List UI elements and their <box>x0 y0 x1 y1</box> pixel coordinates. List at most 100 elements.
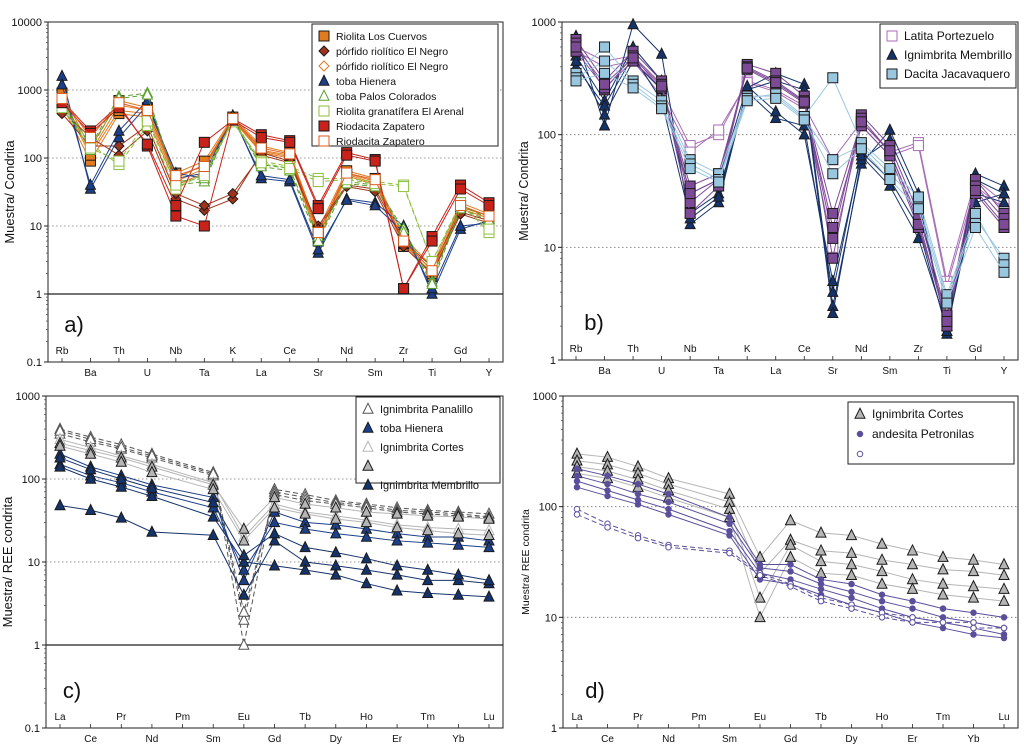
data-point <box>255 168 268 181</box>
data-point <box>426 277 438 289</box>
data-point <box>665 543 672 551</box>
series-line <box>576 468 1005 618</box>
data-point <box>421 573 434 586</box>
y-tick-label: 100 <box>538 130 556 142</box>
data-point <box>115 472 128 484</box>
data-point <box>726 514 733 521</box>
x-tick-label: La <box>770 366 782 377</box>
data-point <box>573 472 581 480</box>
data-point <box>483 200 495 212</box>
x-tick-label: Gd <box>969 344 982 355</box>
data-point <box>312 227 324 239</box>
data-point <box>726 532 733 539</box>
data-point <box>84 462 97 475</box>
y-tick-label: 100 <box>24 153 42 165</box>
legend-marker <box>318 60 330 72</box>
legend-label: toba Hienera <box>336 76 396 88</box>
data-point <box>84 132 96 144</box>
y-tick-label: 0.1 <box>25 723 40 735</box>
data-point <box>426 235 438 247</box>
data-point <box>238 613 250 625</box>
data-point <box>312 234 325 246</box>
data-point <box>198 199 211 212</box>
data-point <box>827 221 839 233</box>
data-point <box>454 219 467 231</box>
data-point <box>969 207 981 219</box>
series-line <box>59 433 490 621</box>
data-point <box>627 52 639 64</box>
x-tick-label: Th <box>113 346 125 357</box>
data-point <box>207 509 220 522</box>
data-point <box>827 154 839 166</box>
data-point <box>54 439 66 451</box>
x-tick-label: Tb <box>815 712 827 723</box>
x-tick-label: Ce <box>283 346 296 357</box>
legend-label: andesita Petronilas <box>872 427 974 441</box>
data-point <box>826 306 839 318</box>
data-point <box>360 563 373 575</box>
data-point <box>198 136 210 148</box>
legend-marker <box>362 402 374 414</box>
data-point <box>998 218 1010 230</box>
data-point <box>684 207 696 219</box>
data-point <box>391 533 403 546</box>
x-tick-label: Y <box>1001 366 1008 377</box>
data-point <box>909 619 916 626</box>
data-point <box>634 490 642 498</box>
data-point <box>998 195 1010 208</box>
y-tick-label: 1000 <box>532 17 556 29</box>
data-point <box>329 512 342 524</box>
legend: Latita Portezuelo Ignimbrita Membrillo Dac… <box>879 23 1017 89</box>
data-point <box>426 265 438 277</box>
x-tick-label: Sr <box>313 368 324 379</box>
data-point <box>341 167 353 179</box>
series-line <box>576 466 1005 600</box>
y-tick-label: 10 <box>30 221 42 233</box>
data-point <box>937 562 949 575</box>
data-point <box>84 472 97 484</box>
x-tick-label: Gd <box>268 734 281 744</box>
data-point <box>312 176 324 188</box>
series-line <box>59 463 490 572</box>
series-line <box>59 428 490 646</box>
x-tick-label: Pm <box>175 712 190 723</box>
y-tick-label: 1 <box>551 723 557 735</box>
data-point <box>827 232 839 244</box>
data-point <box>238 588 250 600</box>
panel-label: a) <box>64 312 84 337</box>
legend-marker <box>856 430 864 438</box>
series-line <box>575 60 1005 297</box>
x-tick-label: Nd <box>340 346 353 357</box>
x-tick-label: Th <box>627 344 639 355</box>
data-point <box>452 573 465 586</box>
data-point <box>113 97 125 109</box>
series-line <box>59 430 490 613</box>
data-point <box>360 515 373 528</box>
data-point <box>1000 614 1008 621</box>
series-line <box>575 46 1005 332</box>
data-point <box>967 553 980 565</box>
data-point <box>570 54 582 66</box>
legend: Ignimbrita Panalillo toba Hienera Ignimbri… <box>355 396 501 492</box>
data-point <box>573 505 581 513</box>
data-point <box>391 558 403 571</box>
x-tick-label: La <box>256 368 268 379</box>
x-tick-label: Tm <box>420 712 434 723</box>
data-point <box>398 235 410 247</box>
data-point <box>284 148 296 160</box>
data-point <box>146 489 158 501</box>
y-axis-title: Muestra/ REE condrita <box>0 496 15 628</box>
series-line <box>59 466 490 598</box>
data-point <box>483 540 495 553</box>
series-line <box>59 442 490 530</box>
data-point <box>884 145 896 157</box>
series-group <box>54 436 495 546</box>
series-line <box>61 102 490 290</box>
legend: Riolita Los Cuervos pórfido riolítico El … <box>311 23 499 148</box>
data-point <box>170 170 182 182</box>
data-point <box>598 107 611 120</box>
x-tick-label: Ta <box>713 366 724 377</box>
data-point <box>452 567 465 580</box>
data-point <box>787 561 794 568</box>
data-point <box>876 577 888 589</box>
